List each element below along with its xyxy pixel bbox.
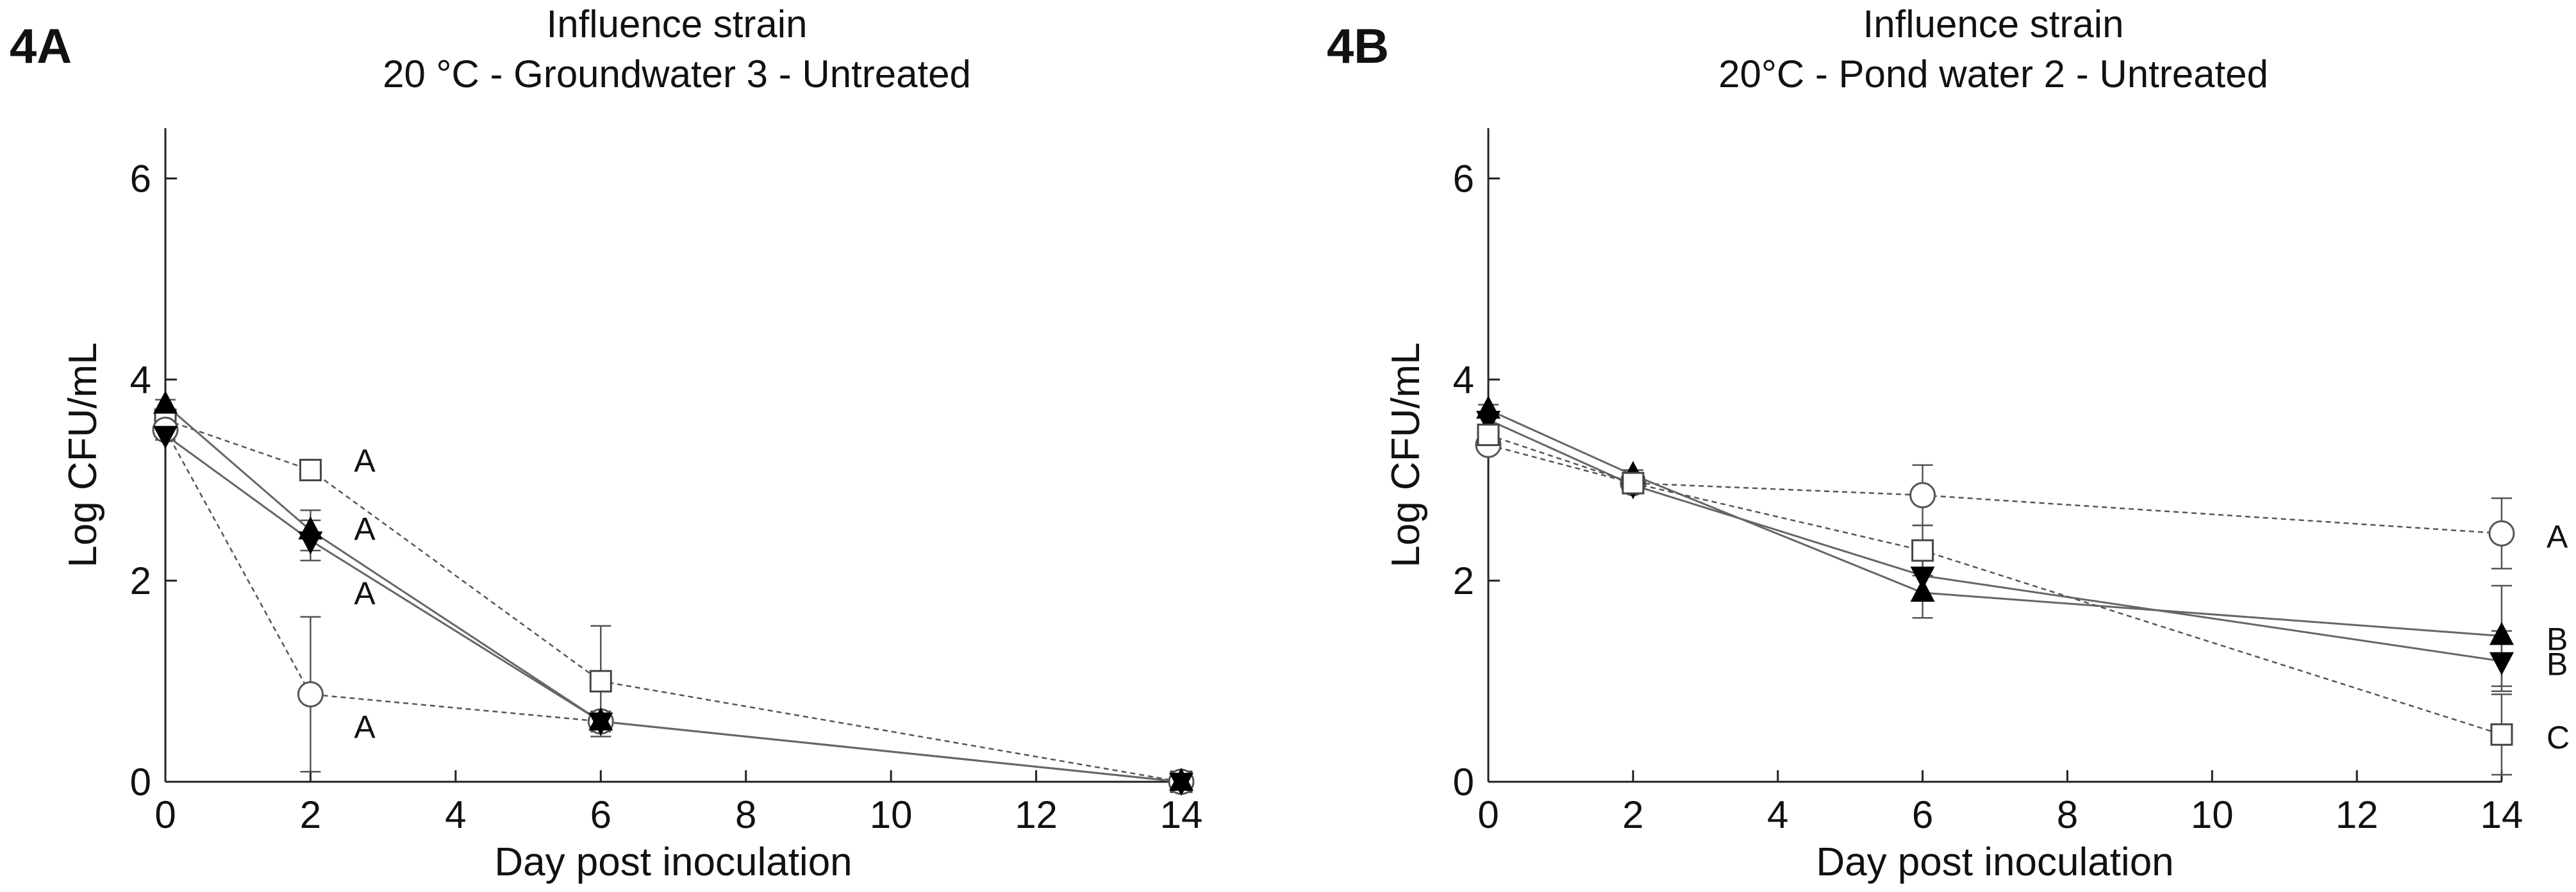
annotation-letter: A <box>354 511 376 547</box>
chart-subtitle: 20 °C - Groundwater 3 - Untreated <box>383 53 971 95</box>
x-tick-label: 6 <box>590 793 611 836</box>
significance-letter: A <box>2547 518 2568 554</box>
marker-open-square <box>1622 472 1645 495</box>
marker-open-square <box>299 459 322 482</box>
marker-filled-triangle-down <box>2489 652 2514 675</box>
x-tick-label: 8 <box>2057 793 2078 836</box>
x-tick-label: 0 <box>154 793 176 836</box>
y-tick-label: 4 <box>130 358 151 401</box>
series-line-filled-triangle-down <box>165 434 1182 783</box>
marker-filled-triangle-down <box>588 712 613 736</box>
y-axis-label: Log CFU/mL <box>1384 342 1428 567</box>
x-tick-label: 4 <box>1767 793 1788 836</box>
x-tick-label: 4 <box>445 793 466 836</box>
y-tick-label: 6 <box>1453 157 1474 200</box>
x-tick-label: 14 <box>1160 793 1203 836</box>
marker-filled-triangle-down <box>298 531 323 555</box>
panel-label: 4A <box>10 19 72 74</box>
x-tick-label: 2 <box>1622 793 1643 836</box>
series-line-filled-triangle-down <box>1488 418 2502 663</box>
x-tick-label: 10 <box>870 793 913 836</box>
y-tick-label: 2 <box>130 559 151 602</box>
marker-filled-triangle-up <box>1910 578 1935 602</box>
marker-filled-triangle-down <box>1169 773 1193 796</box>
marker-filled-triangle-down <box>1910 566 1935 590</box>
marker-filled-triangle-down <box>153 425 178 449</box>
marker-open-square <box>1911 539 1934 562</box>
series-line-open-circle <box>1488 444 2502 534</box>
annotation-letter: A <box>354 443 376 479</box>
chart-title: Influence strain <box>547 3 808 45</box>
chart-subtitle: 20°C - Pond water 2 - Untreated <box>1718 53 2268 95</box>
marker-open-square <box>2490 723 2513 746</box>
x-tick-label: 0 <box>1477 793 1499 836</box>
y-tick-label: 2 <box>1453 559 1474 602</box>
annotation-letter: A <box>354 575 376 611</box>
marker-open-circle <box>1909 482 1936 509</box>
annotation-letter: A <box>354 709 376 745</box>
marker-open-square <box>589 670 612 693</box>
y-tick-label: 4 <box>1453 358 1474 401</box>
series-line-open-square <box>1488 434 2502 736</box>
x-tick-label: 10 <box>2191 793 2234 836</box>
series-line-open-square <box>165 418 1182 783</box>
significance-letter: B <box>2547 621 2568 657</box>
x-tick-label: 14 <box>2480 793 2523 836</box>
y-tick-label: 6 <box>130 157 151 200</box>
panel-label: 4B <box>1327 19 1389 74</box>
marker-filled-triangle-up <box>2489 622 2514 645</box>
chart-title: Influence strain <box>1863 3 2124 45</box>
significance-letter: C <box>2547 720 2570 756</box>
x-tick-label: 6 <box>1912 793 1933 836</box>
marker-filled-triangle-down <box>1476 411 1500 434</box>
marker-open-square <box>1477 424 1500 447</box>
x-tick-label: 12 <box>2336 793 2379 836</box>
x-axis-label: Day post inoculation <box>1816 840 2173 884</box>
y-axis-label: Log CFU/mL <box>61 342 105 567</box>
x-tick-label: 8 <box>735 793 756 836</box>
y-tick-label: 0 <box>1453 761 1474 804</box>
marker-filled-triangle-up <box>153 390 178 414</box>
series-line-filled-triangle-up <box>1488 409 2502 637</box>
x-tick-label: 2 <box>300 793 321 836</box>
marker-open-circle <box>297 681 324 707</box>
marker-open-circle <box>2488 520 2515 547</box>
significance-letter: B <box>2547 647 2568 682</box>
y-tick-label: 0 <box>130 761 151 804</box>
x-axis-label: Day post inoculation <box>494 840 852 884</box>
x-tick-label: 12 <box>1015 793 1058 836</box>
